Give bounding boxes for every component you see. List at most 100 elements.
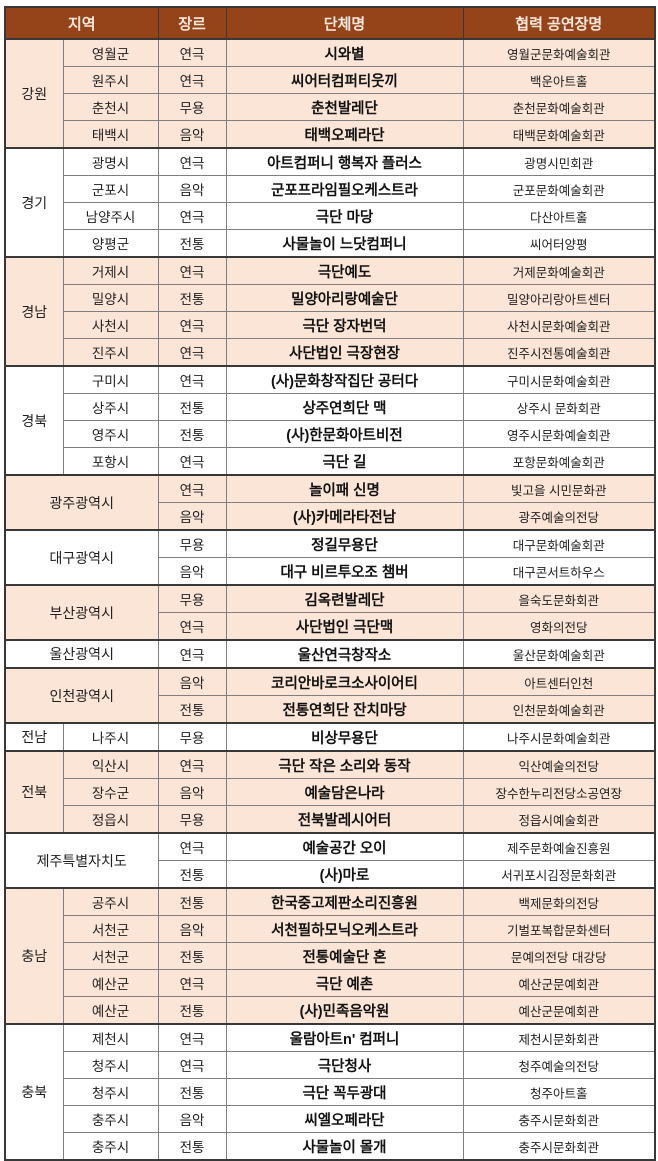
region-cell: 제주특별자치도 — [4, 832, 159, 889]
table-row: 상주시 전통 상주연희단 맥 상주시 문화회관 — [5, 393, 656, 421]
region-cell: 인천광역시 — [4, 667, 159, 724]
city-cell: 영월군 — [62, 38, 159, 67]
table-row: 전북 익산시 연극 극단 작은 소리와 동작 익산예술의전당 — [4, 750, 656, 834]
table-row: 충북 제천시 연극 울람아트n' 컴퍼니 제천시문화회관 — [4, 1023, 656, 1161]
venue-cell: 충주시문화회관 — [462, 1105, 656, 1133]
genre-cell: 전통 — [157, 284, 227, 312]
genre-cell: 음악 — [157, 502, 227, 531]
org-cell: 극단 장자번덕 — [225, 311, 464, 339]
genre-cell: 음악 — [157, 1105, 227, 1133]
region-cell: 강원 — [4, 38, 64, 149]
venue-cell: 사천시문화예술회관 — [462, 311, 656, 339]
table-row: 남양주시 연극 극단 마당 다산아트홀 — [5, 202, 656, 230]
city-cell: 군포시 — [62, 175, 159, 203]
venue-cell: 예산군문예회관 — [462, 996, 656, 1025]
city-cell: 충주시 — [62, 1132, 159, 1161]
venue-cell: 씨어터양평 — [462, 229, 656, 258]
city-cell: 서천군 — [62, 915, 159, 943]
table-row: 음악 대구 비르투오조 챔버 대구콘서트하우스 — [5, 557, 656, 586]
genre-cell: 무용 — [157, 93, 227, 121]
org-cell: 시와별 — [225, 38, 464, 67]
header-region: 지역 — [4, 6, 159, 40]
genre-cell: 연극 — [157, 365, 227, 394]
genre-cell: 전통 — [157, 996, 227, 1025]
table-row: 경북 구미시 연극 (사)문화창작집단 공터다 구미시문화예술회관 — [4, 365, 656, 476]
org-cell: 정길무용단 — [225, 529, 464, 558]
org-cell: 극단청사 — [225, 1051, 464, 1079]
genre-cell: 음악 — [157, 778, 227, 806]
region-cell: 전남 — [4, 722, 64, 752]
venue-cell: 나주시문화예술회관 — [462, 722, 656, 752]
city-cell: 청주시 — [62, 1078, 159, 1106]
org-cell: 전통연희단 잔치마당 — [225, 695, 464, 724]
venue-cell: 기벌포복합문화센터 — [462, 915, 656, 943]
table-row: 울산광역시 연극 울산연극창작소 울산문화예술회관 — [4, 639, 656, 669]
venue-cell: 구미시문화예술회관 — [462, 365, 656, 394]
region-cell: 경기 — [4, 147, 64, 258]
table-row: 강원 영월군 연극 시와별 영월군문화예술회관 — [4, 38, 656, 149]
table-row: 춘천시 무용 춘천발레단 춘천문화예술회관 — [5, 93, 656, 121]
venue-cell: 영주시문화예술회관 — [462, 420, 656, 448]
city-cell: 원주시 — [62, 66, 159, 94]
genre-cell: 전통 — [157, 695, 227, 724]
city-cell: 포항시 — [62, 447, 159, 476]
table-row: 정읍시 무용 전북발레시어터 정읍시예술회관 — [5, 805, 656, 834]
region-cell: 대구광역시 — [4, 529, 159, 586]
genre-cell: 연극 — [157, 1023, 227, 1052]
org-cell: (사)문화창작집단 공터다 — [225, 365, 464, 394]
genre-cell: 전통 — [157, 860, 227, 889]
org-cell: 군포프라임필오케스트라 — [225, 175, 464, 203]
org-cell: 극단 예촌 — [225, 969, 464, 997]
genre-cell: 무용 — [157, 529, 227, 558]
table-row: 전통 전통연희단 잔치마당 인천문화예술회관 — [5, 695, 656, 724]
org-cell: 극단예도 — [225, 256, 464, 285]
table-row: 제주특별자치도 연극 예술공간 오이 제주문화예술진흥원 — [4, 832, 656, 889]
genre-cell: 무용 — [157, 722, 227, 752]
city-cell: 거제시 — [62, 256, 159, 285]
venue-cell: 춘천문화예술회관 — [462, 93, 656, 121]
venue-cell: 영화의전당 — [462, 612, 656, 641]
city-cell: 광명시 — [62, 147, 159, 176]
table-row: 서천군 전통 전통예술단 혼 문예의전당 대강당 — [5, 942, 656, 970]
org-cell: 울산연극창작소 — [225, 639, 464, 669]
header-row: 지역 장르 단체명 협력 공연장명 — [4, 6, 656, 40]
genre-cell: 음악 — [157, 915, 227, 943]
table-body: 강원 영월군 연극 시와별 영월군문화예술회관 원주시 연극 씨어터컴퍼티웃끼 백운아트홀 춘천시… — [4, 38, 656, 1161]
city-cell: 제천시 — [62, 1023, 159, 1052]
genre-cell: 무용 — [157, 805, 227, 834]
venue-cell: 문예의전당 대강당 — [462, 942, 656, 970]
table-row: 영주시 전통 (사)한문화아트비전 영주시문화예술회관 — [5, 420, 656, 448]
org-cell: 예술담은나라 — [225, 778, 464, 806]
venue-cell: 서귀포시김정문화회관 — [462, 860, 656, 889]
table-row: 충주시 음악 씨엘오페라단 충주시문화회관 — [5, 1105, 656, 1133]
venue-cell: 인천문화예술회관 — [462, 695, 656, 724]
genre-cell: 연극 — [157, 1051, 227, 1079]
org-cell: (사)카메라타전남 — [225, 502, 464, 531]
genre-cell: 음악 — [157, 175, 227, 203]
org-cell: 극단 작은 소리와 동작 — [225, 750, 464, 779]
org-cell: 사단법인 극단맥 — [225, 612, 464, 641]
venue-cell: 거제문화예술회관 — [462, 256, 656, 285]
venue-cell: 을숙도문화회관 — [462, 584, 656, 613]
genre-cell: 연극 — [157, 38, 227, 67]
org-cell: 태백오페라단 — [225, 120, 464, 149]
venue-cell: 예산군문예회관 — [462, 969, 656, 997]
venue-cell: 대구콘서트하우스 — [462, 557, 656, 586]
city-cell: 나주시 — [62, 722, 159, 752]
genre-cell: 연극 — [157, 338, 227, 367]
org-cell: 비상무용단 — [225, 722, 464, 752]
venue-cell: 제주문화예술진흥원 — [462, 832, 656, 861]
org-cell: 씨엘오페라단 — [225, 1105, 464, 1133]
city-cell: 춘천시 — [62, 93, 159, 121]
org-cell: 밀양아리랑예술단 — [225, 284, 464, 312]
genre-cell: 연극 — [157, 612, 227, 641]
region-cell: 광주광역시 — [4, 474, 159, 531]
table-row: 경기 광명시 연극 아트컴퍼니 행복자 플러스 광명시민회관 — [4, 147, 656, 258]
city-cell: 남양주시 — [62, 202, 159, 230]
city-cell: 청주시 — [62, 1051, 159, 1079]
table-row: 전남 나주시 무용 비상무용단 나주시문화예술회관 — [4, 722, 656, 752]
table-row: 포항시 연극 극단 길 포항문화예술회관 — [5, 447, 656, 476]
region-cell: 전북 — [4, 750, 64, 834]
genre-cell: 연극 — [157, 474, 227, 503]
org-cell: 전통예술단 혼 — [225, 942, 464, 970]
